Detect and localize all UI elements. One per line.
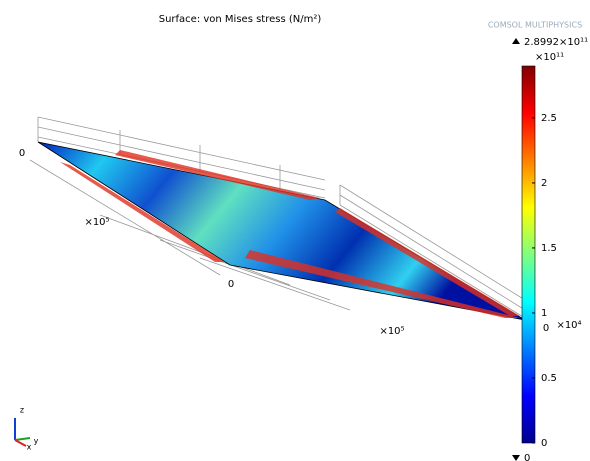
colorbar-min: 0	[524, 453, 530, 461]
axis-label: 0	[543, 323, 549, 334]
stress-surface	[38, 142, 525, 320]
colorbar-tick-label: 1	[541, 308, 547, 319]
axis-label: 0	[228, 279, 234, 290]
colorbar-tick-label: 2.5	[541, 113, 557, 124]
triad-label: z	[20, 406, 24, 415]
colorbar-tick-label: 2	[541, 178, 547, 189]
colorbar	[522, 66, 535, 443]
colorbar-tick-label: 0.5	[541, 373, 557, 384]
triad-label: x	[27, 443, 32, 452]
plot-title: Surface: von Mises stress (N/m²)	[159, 14, 322, 25]
axis-label: ×10⁵	[84, 217, 109, 228]
axis-label: 0	[19, 148, 25, 159]
axis-label: ×10⁴	[556, 320, 581, 331]
axis-label: ×10⁵	[379, 326, 404, 337]
plot-window: Surface: von Mises stress (N/m²) COMSOL …	[0, 0, 590, 461]
max-arrow	[512, 38, 520, 44]
min-arrow	[512, 455, 520, 461]
colorbar-tick-label: 1.5	[541, 243, 557, 254]
logo: COMSOL MULTIPHYSICS	[488, 21, 582, 30]
colorbar-tick-label: 0	[541, 438, 547, 449]
colorbar-scale: ×10¹¹	[535, 52, 564, 63]
triad-label: y	[34, 437, 39, 446]
colorbar-max: 2.8992×10¹¹	[524, 37, 588, 48]
